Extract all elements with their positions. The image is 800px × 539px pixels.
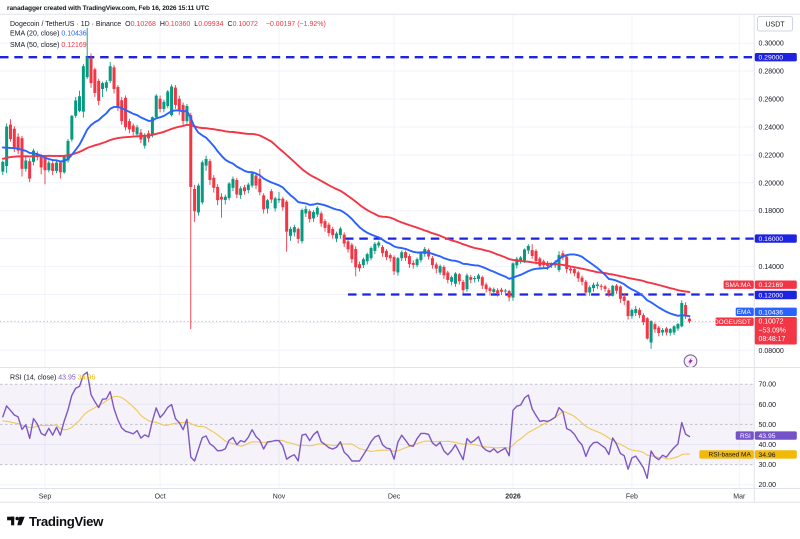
svg-text:ranadagger created with Tradin: ranadagger created with TradingView.com,… xyxy=(7,5,210,12)
svg-text:34.96: 34.96 xyxy=(759,452,776,459)
svg-text:Nov: Nov xyxy=(273,493,286,500)
svg-text:EMA (20, close) 0.10436: EMA (20, close) 0.10436 xyxy=(10,31,87,38)
svg-text:Feb: Feb xyxy=(626,493,638,500)
svg-text:08:48:17: 08:48:17 xyxy=(759,336,786,343)
svg-text:40.00: 40.00 xyxy=(759,442,777,449)
svg-text:0.18000: 0.18000 xyxy=(759,208,784,215)
svg-text:−53.09%: −53.09% xyxy=(759,327,786,334)
svg-text:20.00: 20.00 xyxy=(759,482,777,489)
svg-text:RSI-based MA: RSI-based MA xyxy=(709,452,752,459)
svg-text:0.30000: 0.30000 xyxy=(759,41,784,48)
svg-text:RSI (14, close) 43.95 34.96: RSI (14, close) 43.95 34.96 xyxy=(10,375,95,382)
svg-text:0.12000: 0.12000 xyxy=(759,293,784,300)
svg-text:43.95: 43.95 xyxy=(759,433,776,440)
svg-text:USDT: USDT xyxy=(765,21,785,28)
svg-text:Oct: Oct xyxy=(155,493,166,500)
svg-text:EMA: EMA xyxy=(737,309,752,316)
svg-text:RSI: RSI xyxy=(740,433,751,440)
svg-text:0.16000: 0.16000 xyxy=(759,236,784,243)
svg-text:0.14000: 0.14000 xyxy=(759,264,784,271)
svg-text:Dec: Dec xyxy=(388,493,401,500)
svg-text:Sep: Sep xyxy=(39,493,52,500)
svg-text:TradingView: TradingView xyxy=(29,514,104,529)
svg-text:Mar: Mar xyxy=(733,493,746,500)
svg-text:0.20000: 0.20000 xyxy=(759,180,784,187)
svg-text:60.00: 60.00 xyxy=(759,402,777,409)
svg-text:2026: 2026 xyxy=(505,493,521,500)
svg-text:Dogecoin / TetherUS · 1D · Bin: Dogecoin / TetherUS · 1D · Binance O0.10… xyxy=(10,21,326,28)
svg-text:30.00: 30.00 xyxy=(759,462,777,469)
svg-text:0.10072: 0.10072 xyxy=(759,319,784,326)
svg-text:0.24000: 0.24000 xyxy=(759,125,784,132)
svg-text:SMA:MA: SMA:MA xyxy=(725,282,751,289)
svg-text:SMA (50, close) 0.12169: SMA (50, close) 0.12169 xyxy=(10,42,87,49)
svg-text:0.28000: 0.28000 xyxy=(759,69,784,76)
svg-text:DOGEUSDT: DOGEUSDT xyxy=(714,319,751,326)
svg-text:0.10436: 0.10436 xyxy=(759,309,784,316)
svg-text:0.08000: 0.08000 xyxy=(759,348,784,355)
svg-text:70.00: 70.00 xyxy=(759,382,777,389)
svg-text:0.29000: 0.29000 xyxy=(759,55,784,62)
svg-text:50.00: 50.00 xyxy=(759,422,777,429)
svg-text:0.22000: 0.22000 xyxy=(759,152,784,159)
svg-text:0.12169: 0.12169 xyxy=(759,282,784,289)
svg-text:0.26000: 0.26000 xyxy=(759,97,784,104)
